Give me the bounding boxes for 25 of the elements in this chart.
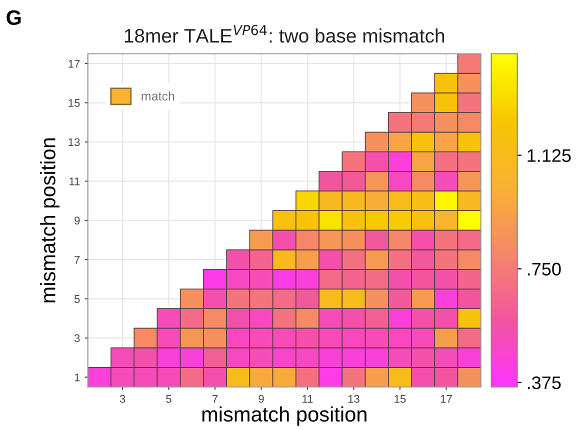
y-tick-label: 1	[74, 374, 80, 382]
x-tick-label: 9	[258, 394, 264, 403]
y-tick-label: 7	[74, 256, 80, 264]
y-tick-label: 5	[74, 295, 80, 303]
y-tick-label: 3	[74, 334, 80, 342]
y-tick-label: 9	[74, 216, 80, 225]
y-tick-label: 17	[68, 60, 80, 68]
chart-title: 18mer TALE$^{VP64}$: two base mismatch	[124, 24, 444, 43]
x-tick-label: 5	[166, 395, 172, 403]
color-bar-label: .375	[528, 376, 561, 390]
legend-label: match	[142, 91, 174, 101]
color-bar-label: 1.125	[528, 149, 571, 162]
color-bar-label: .750	[528, 262, 561, 276]
x-tick-label: 15	[394, 395, 406, 403]
y-tick-label: 11	[70, 178, 80, 186]
x-tick-label: 17	[440, 395, 452, 403]
x-tick-label: 7	[212, 395, 218, 403]
x-axis-title: mismatch position	[202, 406, 366, 426]
x-tick-label: 11	[302, 395, 313, 403]
x-tick-label: 3	[120, 394, 126, 403]
y-tick-label: 15	[68, 99, 80, 107]
y-tick-label: 13	[68, 138, 80, 146]
text: G	[6, 10, 21, 25]
x-tick-label: 13	[348, 394, 360, 403]
y-axis-title: mismatch position	[40, 138, 60, 302]
